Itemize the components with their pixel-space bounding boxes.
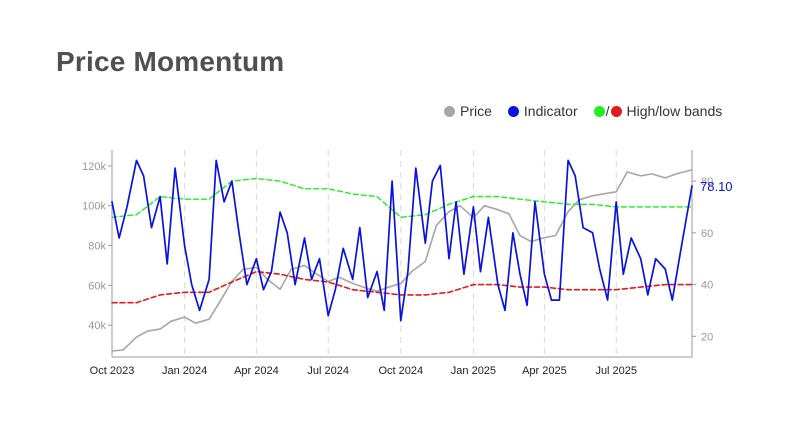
x-tick-label: Jul 2024 xyxy=(307,365,349,377)
legend-label-bands: High/low bands xyxy=(626,103,723,119)
y-left-tick-label: 120k xyxy=(82,161,106,173)
chart-title: Price Momentum xyxy=(56,46,285,77)
x-tick-label: Jan 2024 xyxy=(162,365,207,377)
axes xyxy=(108,150,696,358)
y-right-tick-label: 80 xyxy=(701,176,713,188)
indicator-line xyxy=(111,159,693,322)
legend-bands-separator: / xyxy=(605,103,610,119)
price-line xyxy=(111,169,693,352)
high-band-line xyxy=(111,177,693,219)
x-tick-label: Apr 2024 xyxy=(234,365,279,377)
legend-item-bands[interactable]: / High/low bands xyxy=(593,103,723,119)
last-value-label: 78.10 xyxy=(700,179,733,194)
high-band-legend-dot-icon xyxy=(593,105,605,117)
x-tick-label: Apr 2025 xyxy=(522,365,567,377)
grid xyxy=(184,150,617,357)
x-tick-label: Oct 2024 xyxy=(378,365,423,377)
low-band-line xyxy=(111,270,693,304)
legend: Price Indicator / High/low bands xyxy=(444,100,738,122)
y-right-tick-label: 20 xyxy=(701,331,713,343)
x-tick-label: Oct 2023 xyxy=(90,365,135,377)
x-tick-label: Jul 2025 xyxy=(595,365,637,377)
low-band-legend-dot-icon xyxy=(610,105,622,117)
series-group xyxy=(111,159,693,352)
legend-label-price: Price xyxy=(460,103,492,119)
tick-labels: Oct 2023 Jan 2024 Apr 2024 Jul 2024 Oct 2024… xyxy=(82,161,732,377)
y-right-tick-label: 40 xyxy=(701,280,713,292)
x-tick-label: Jan 2025 xyxy=(451,365,496,377)
legend-label-indicator: Indicator xyxy=(523,103,578,119)
legend-item-indicator[interactable]: Indicator xyxy=(507,103,578,119)
indicator-legend-dot-icon xyxy=(507,105,519,117)
y-left-tick-label: 80k xyxy=(88,241,106,253)
y-right-tick-label: 60 xyxy=(701,228,713,240)
legend-item-price[interactable]: Price xyxy=(444,103,492,119)
y-left-tick-label: 60k xyxy=(88,280,106,292)
y-left-tick-label: 40k xyxy=(88,320,106,332)
price-legend-dot-icon xyxy=(444,105,455,117)
y-left-tick-label: 100k xyxy=(82,201,106,213)
